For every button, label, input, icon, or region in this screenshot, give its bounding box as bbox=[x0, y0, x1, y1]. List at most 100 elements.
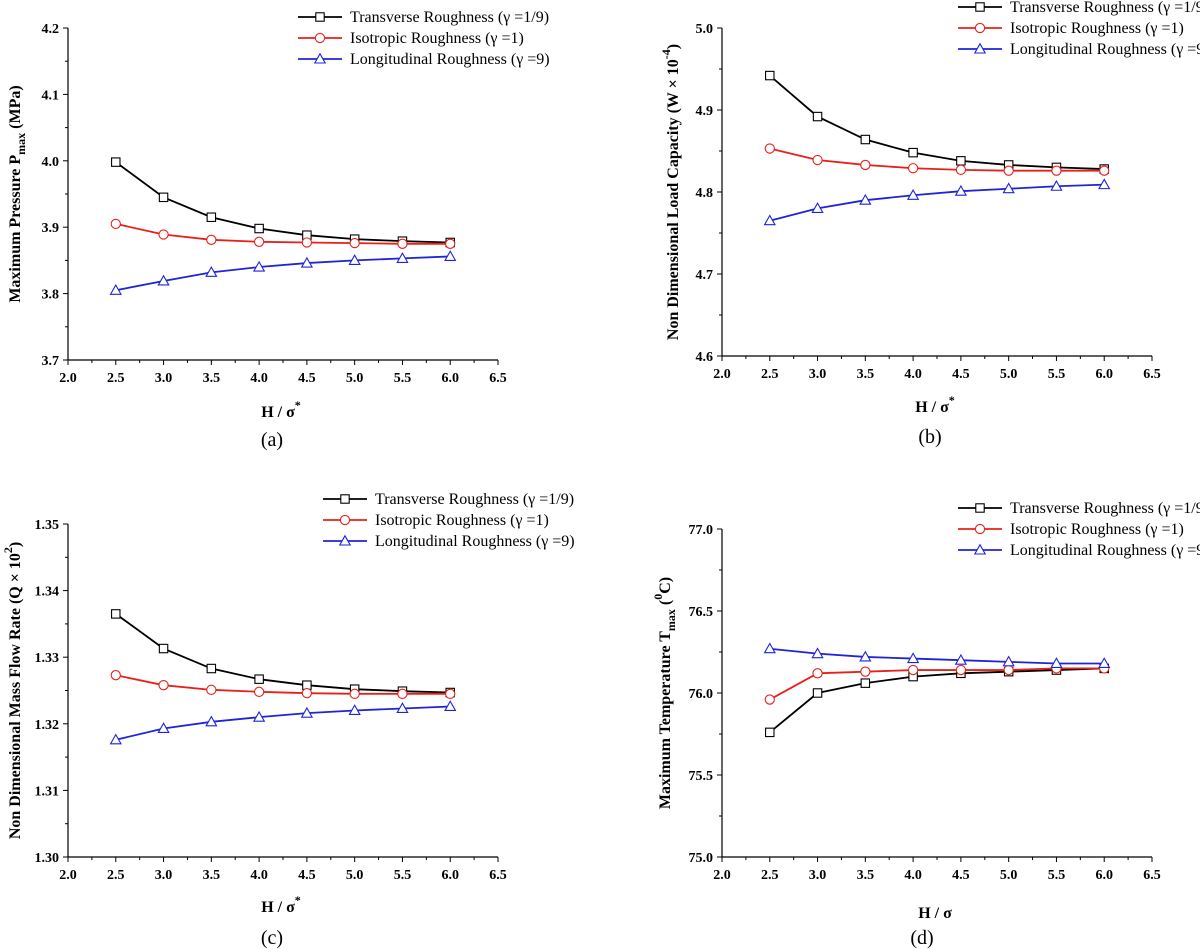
y-axis-title: Non Dimensional Load Capacity (W × 10-4) bbox=[659, 44, 682, 340]
series-triangle bbox=[763, 642, 1111, 669]
x-tick-label: 4.5 bbox=[952, 367, 970, 382]
data-point bbox=[907, 163, 919, 174]
data-point bbox=[811, 202, 824, 213]
legend-marker bbox=[339, 514, 351, 526]
chart-panel-1: 3.7 3.8 3.9 4.0 4.1 4.2 2.0 2.5 3.0 3.5 4.0 4.5 5.0 5… bbox=[7, 9, 550, 451]
y-tick-label: 1.33 bbox=[35, 651, 60, 666]
series-line bbox=[115, 223, 451, 245]
data-point bbox=[860, 134, 871, 145]
panel-caption: (b) bbox=[918, 426, 941, 448]
x-tick-label: 2.5 bbox=[107, 371, 125, 386]
y-tick-label: 1.32 bbox=[35, 718, 60, 733]
data-point bbox=[1002, 655, 1015, 667]
y-axis-title-post: ) bbox=[7, 542, 24, 547]
y-tick-label: 4.8 bbox=[696, 186, 714, 201]
x-tick-label: 2.5 bbox=[107, 868, 125, 883]
data-point bbox=[1098, 178, 1111, 190]
legend-label: Longitudinal Roughness (γ =9) bbox=[375, 533, 575, 550]
data-point bbox=[158, 680, 169, 691]
x-tick-label: 3.0 bbox=[809, 367, 827, 382]
y-axis-title-main: Maximum Temperature T bbox=[657, 631, 674, 809]
legend-marker bbox=[975, 503, 985, 513]
legend-marker bbox=[974, 523, 986, 535]
legend-label: Longitudinal Roughness (γ =9) bbox=[350, 51, 550, 68]
data-point bbox=[349, 688, 360, 699]
x-tick-label: 5.0 bbox=[1000, 367, 1018, 382]
x-tick-label: 3.5 bbox=[857, 868, 875, 883]
data-point bbox=[954, 184, 968, 196]
x-tick-label: 4.5 bbox=[298, 371, 316, 386]
data-point bbox=[812, 688, 823, 698]
x-axis-title-main: H / σ bbox=[915, 399, 949, 416]
data-point bbox=[445, 238, 456, 249]
series-circle bbox=[764, 143, 1110, 176]
legend-marker bbox=[340, 494, 350, 504]
x-tick-label: 5.0 bbox=[1000, 868, 1018, 883]
x-tick-label: 2.0 bbox=[713, 367, 731, 382]
x-tick-label: 2.0 bbox=[59, 371, 77, 386]
legend-label: Isotropic Roughness (γ =1) bbox=[1010, 20, 1184, 37]
y-tick-label: 4.2 bbox=[42, 22, 60, 37]
y-axis-title-post2: C) bbox=[657, 577, 674, 594]
x-axis-title-sup: * bbox=[295, 893, 301, 907]
legend-marker bbox=[315, 12, 325, 22]
y-tick-label: 4.9 bbox=[696, 104, 714, 119]
x-tick-label: 6.0 bbox=[441, 868, 459, 883]
data-point bbox=[253, 686, 265, 697]
x-axis-title: H / σ* bbox=[261, 398, 301, 421]
data-point bbox=[954, 653, 968, 665]
series-triangle bbox=[763, 178, 1111, 226]
data-point bbox=[158, 643, 169, 654]
data-point bbox=[445, 688, 456, 699]
data-point bbox=[397, 688, 408, 699]
x-tick-label: 6.5 bbox=[1143, 868, 1161, 883]
x-axis-title: H / σ bbox=[918, 905, 952, 922]
x-tick-label: 6.5 bbox=[489, 371, 507, 386]
x-tick-label: 3.5 bbox=[203, 371, 221, 386]
legend-marker bbox=[973, 42, 987, 54]
data-point bbox=[765, 70, 775, 81]
data-point bbox=[1050, 657, 1063, 669]
data-point bbox=[158, 229, 169, 240]
y-tick-label: 5.0 bbox=[696, 22, 714, 37]
y-tick-label: 4.0 bbox=[42, 155, 60, 170]
x-tick-label: 6.0 bbox=[441, 371, 459, 386]
y-axis-title: Maximum Temperature Tmax (0C) bbox=[651, 577, 678, 809]
data-point bbox=[157, 274, 170, 286]
y-tick-label: 1.31 bbox=[35, 784, 60, 799]
x-tick-label: 4.5 bbox=[298, 868, 316, 883]
y-axis-title: Non Dimensional Mass Flow Rate (Q × 102) bbox=[1, 542, 24, 839]
y-tick-label: 1.34 bbox=[35, 585, 60, 600]
data-point bbox=[764, 694, 775, 705]
legend-label: Isotropic Roughness (γ =1) bbox=[350, 30, 524, 47]
x-axis-title-main: H / σ bbox=[261, 899, 295, 916]
legend-label: Transverse Roughness (γ =1/9) bbox=[1010, 500, 1200, 517]
y-tick-label: 77.0 bbox=[689, 523, 714, 538]
data-point bbox=[252, 260, 266, 272]
x-tick-label: 2.5 bbox=[761, 868, 779, 883]
x-tick-label: 2.0 bbox=[713, 868, 731, 883]
data-point bbox=[860, 678, 871, 688]
series-line bbox=[769, 74, 1105, 170]
series-line bbox=[115, 674, 451, 695]
series-circle bbox=[764, 663, 1110, 705]
data-point bbox=[812, 111, 823, 122]
series-line bbox=[769, 667, 1105, 734]
x-tick-label: 3.0 bbox=[155, 371, 173, 386]
data-point bbox=[906, 652, 920, 664]
panel-caption: (c) bbox=[261, 927, 283, 949]
y-axis-title-sup: -4 bbox=[659, 49, 673, 59]
data-point bbox=[111, 609, 121, 619]
data-point bbox=[1002, 182, 1015, 194]
x-tick-label: 4.5 bbox=[952, 868, 970, 883]
y-axis-title-main: Maximum Pressure P bbox=[7, 155, 24, 303]
y-axis-title: Maximum Pressure Pmax (MPa) bbox=[7, 85, 28, 302]
data-point bbox=[205, 715, 218, 727]
data-point bbox=[859, 193, 872, 205]
panel-caption: (d) bbox=[910, 927, 933, 949]
y-axis-title-sup: 0 bbox=[651, 594, 665, 600]
y-axis-title-post: (MPa) bbox=[7, 85, 24, 133]
legend-label: Longitudinal Roughness (γ =9) bbox=[1010, 41, 1200, 58]
data-point bbox=[955, 664, 967, 676]
